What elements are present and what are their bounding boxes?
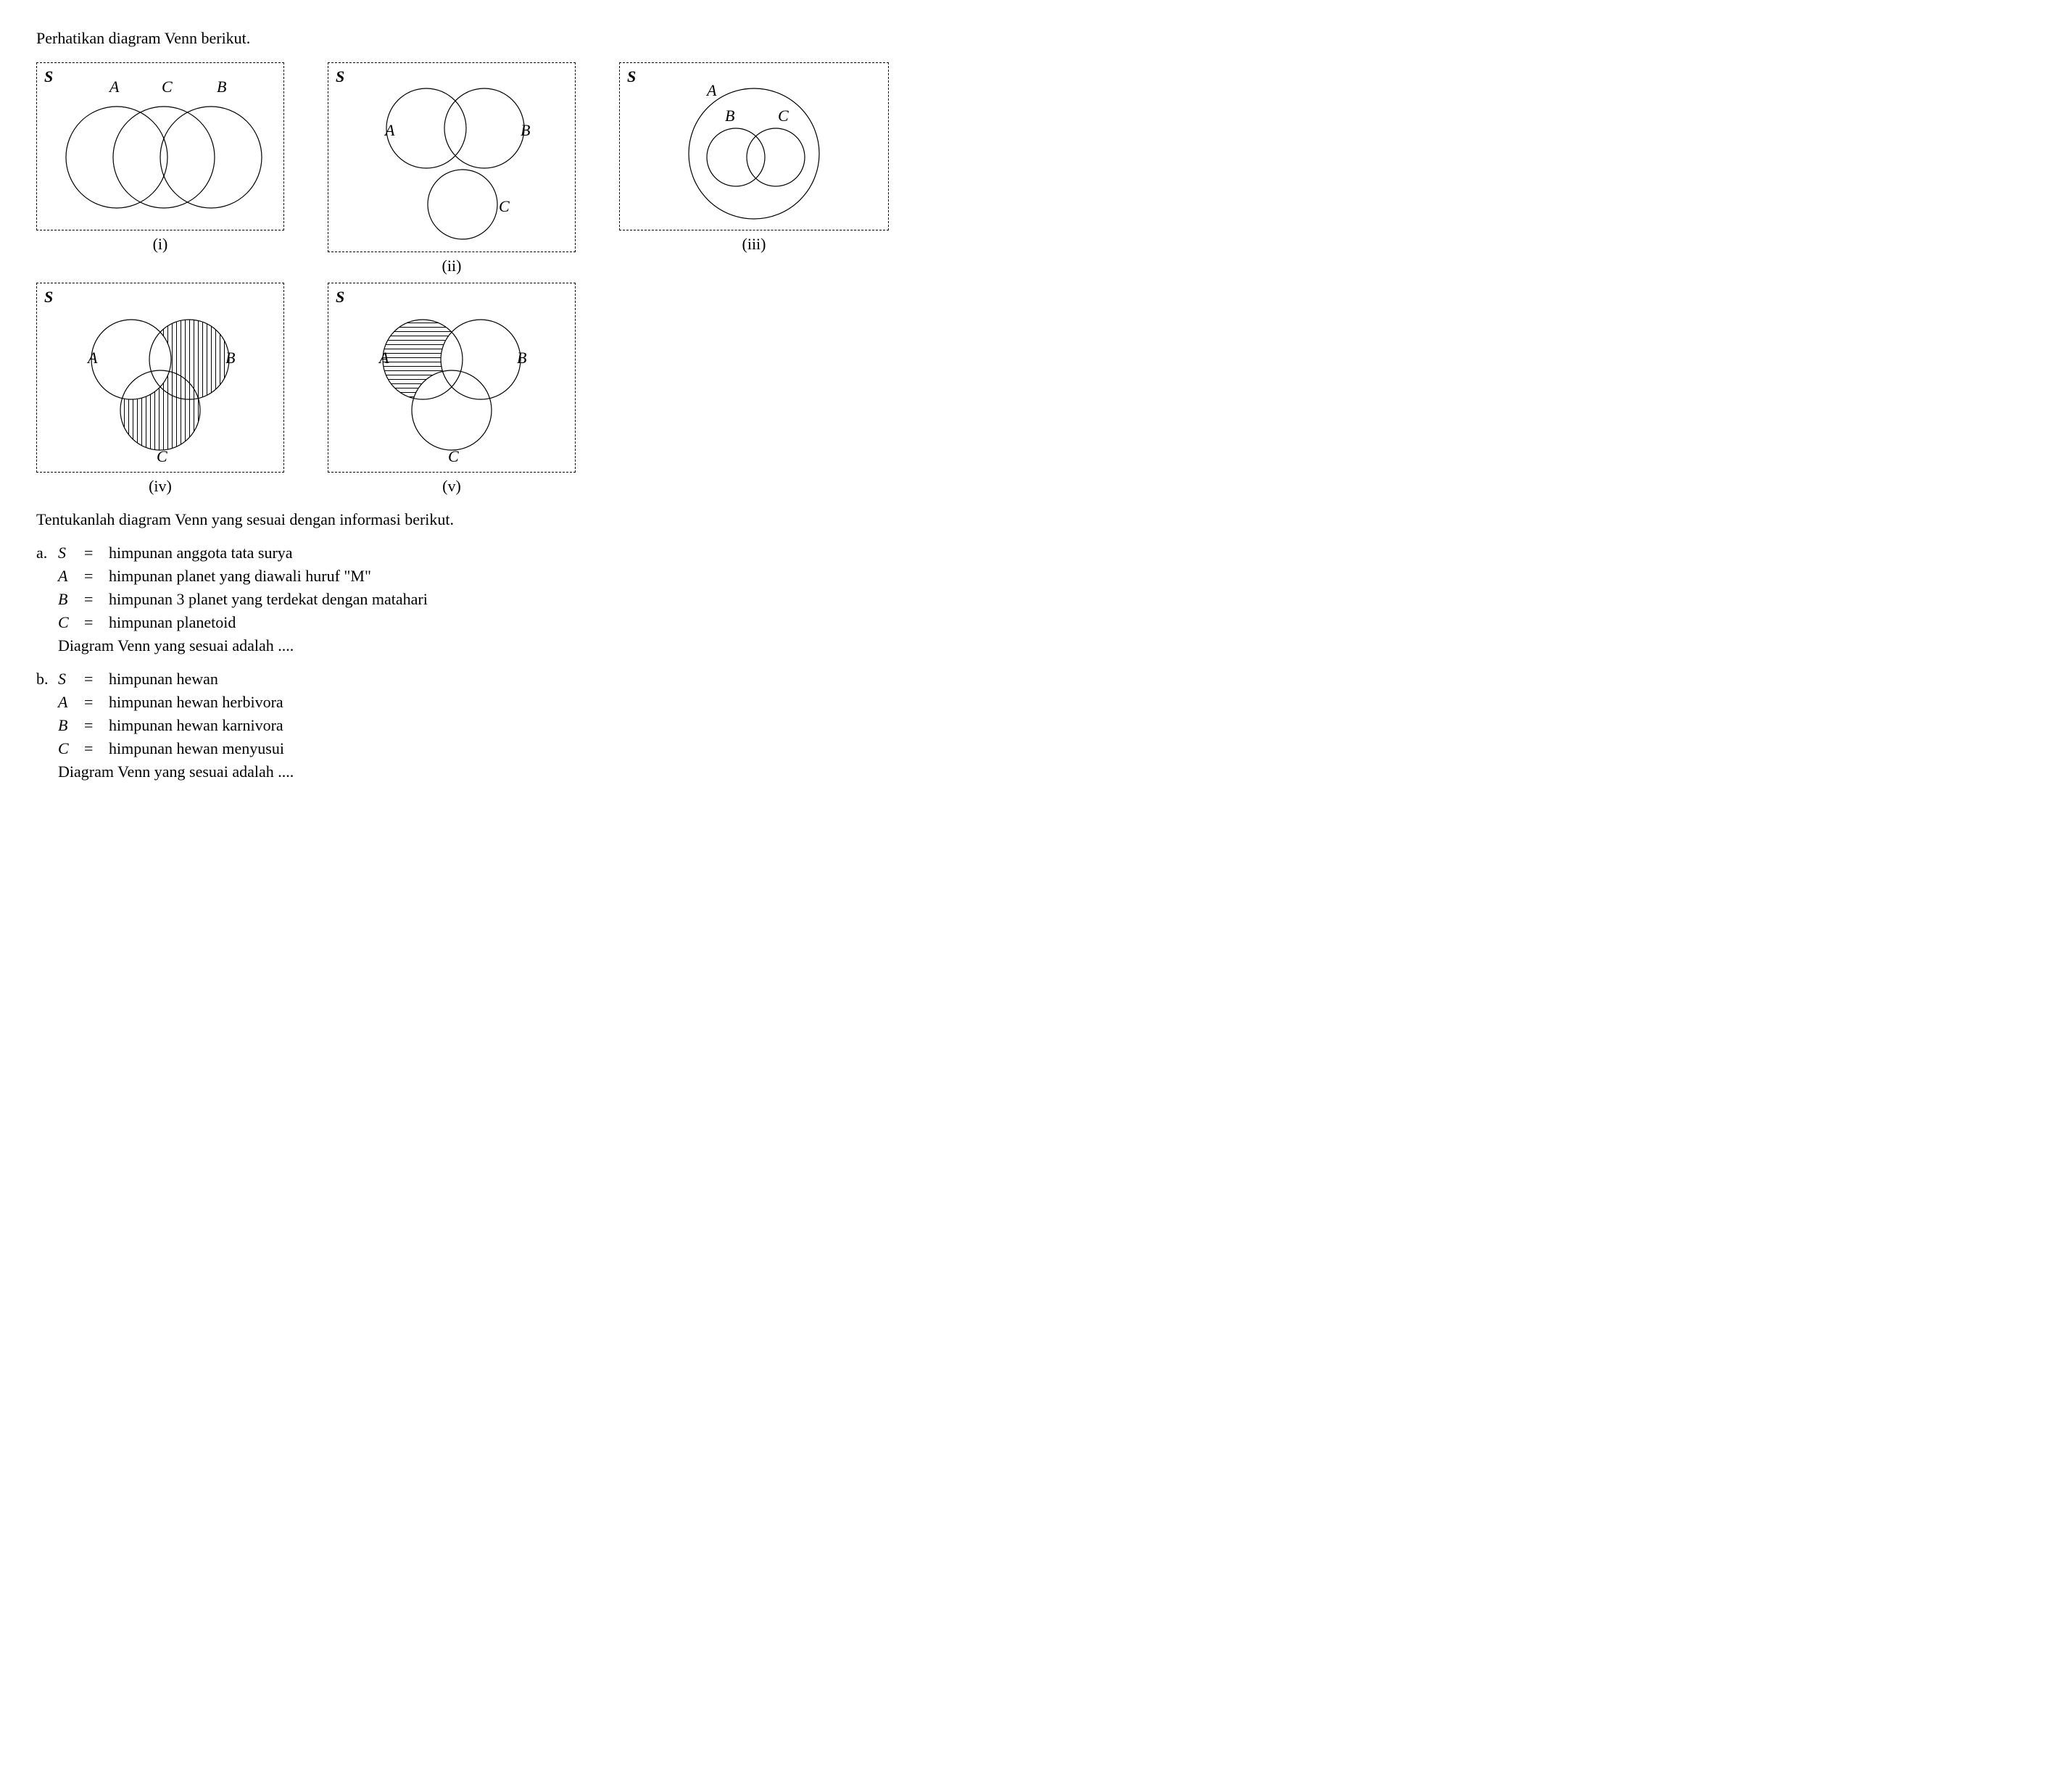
item-a-label: a.: [36, 544, 58, 562]
eq-sign: =: [84, 590, 109, 609]
diagram-i: S A C B (i): [36, 62, 284, 275]
sym-a: A: [58, 567, 84, 586]
eq-sign: =: [84, 739, 109, 758]
item-b: b. S = himpunan hewan A = himpunan hewan…: [36, 670, 2036, 781]
set-label-s: S: [44, 67, 53, 86]
set-label-s: S: [336, 67, 344, 86]
set-label-s: S: [336, 288, 344, 307]
venn-ii-svg: A B C: [328, 63, 575, 252]
sym-b: B: [58, 716, 84, 735]
label-a: A: [384, 121, 395, 139]
diagram-iii: S A B C (iii): [619, 62, 889, 275]
label-b: B: [217, 78, 226, 96]
eq-sign: =: [84, 693, 109, 712]
venn-i-svg: A C B: [37, 63, 283, 230]
caption-v: (v): [442, 477, 461, 496]
item-b-s-text: himpunan hewan: [109, 670, 2036, 689]
label-c: C: [157, 447, 167, 465]
diagram-ii: S A B C (ii): [328, 62, 576, 275]
item-b-c-text: himpunan hewan menyusui: [109, 739, 2036, 758]
label-a: A: [108, 78, 120, 96]
venn-iv-svg: A B C: [37, 283, 283, 472]
label-c: C: [778, 107, 789, 125]
item-b-a-text: himpunan hewan herbivora: [109, 693, 2036, 712]
diagram-v: S: [328, 283, 576, 496]
set-label-s: S: [44, 288, 53, 307]
venn-v-svg: A B C: [328, 283, 575, 472]
label-b: B: [521, 121, 530, 139]
sym-b: B: [58, 590, 84, 609]
eq-sign: =: [84, 613, 109, 632]
label-a: A: [705, 81, 717, 99]
label-b: B: [725, 107, 734, 125]
diagram-iv: S: [36, 283, 284, 496]
sym-s: S: [58, 670, 84, 689]
caption-iv: (iv): [149, 477, 172, 496]
sym-s: S: [58, 544, 84, 562]
diagram-row-2: S: [36, 283, 2036, 496]
sym-c: C: [58, 613, 84, 632]
label-c: C: [162, 78, 173, 96]
diagram-row-1: S A C B (i) S A B C (ii): [36, 62, 2036, 275]
label-a: A: [86, 349, 98, 367]
caption-i: (i): [153, 235, 168, 254]
venn-iii-svg: A B C: [620, 63, 888, 230]
label-b: B: [225, 349, 235, 367]
caption-ii: (ii): [442, 257, 462, 275]
label-c: C: [448, 447, 459, 465]
sym-a: A: [58, 693, 84, 712]
set-label-s: S: [627, 67, 636, 86]
eq-sign: =: [84, 716, 109, 735]
label-b: B: [517, 349, 526, 367]
caption-iii: (iii): [742, 235, 766, 254]
item-a-a-text: himpunan planet yang diawali huruf "M": [109, 567, 2036, 586]
item-b-b-text: himpunan hewan karnivora: [109, 716, 2036, 735]
label-a: A: [378, 349, 389, 367]
item-a-s-text: himpunan anggota tata surya: [109, 544, 2036, 562]
sym-c: C: [58, 739, 84, 758]
eq-sign: =: [84, 567, 109, 586]
label-c: C: [499, 197, 510, 215]
eq-sign: =: [84, 670, 109, 689]
item-a-b-text: himpunan 3 planet yang terdekat dengan m…: [109, 590, 2036, 609]
item-b-closing: Diagram Venn yang sesuai adalah ....: [58, 762, 2036, 781]
item-a-c-text: himpunan planetoid: [109, 613, 2036, 632]
section-instruction: Tentukanlah diagram Venn yang sesuai den…: [36, 510, 2036, 529]
item-a: a. S = himpunan anggota tata surya A = h…: [36, 544, 2036, 655]
item-b-label: b.: [36, 670, 58, 689]
page-title: Perhatikan diagram Venn berikut.: [36, 29, 2036, 48]
item-a-closing: Diagram Venn yang sesuai adalah ....: [58, 636, 2036, 655]
eq-sign: =: [84, 544, 109, 562]
